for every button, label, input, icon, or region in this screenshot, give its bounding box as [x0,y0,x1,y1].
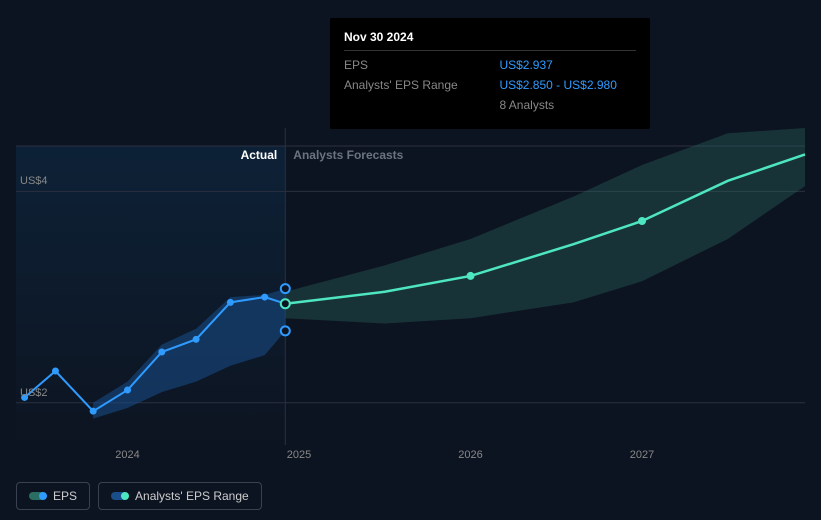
legend-swatch [29,492,45,500]
legend-swatch [111,492,127,500]
tooltip-analyst-count: 8 Analysts [499,95,636,115]
tooltip-date: Nov 30 2024 [344,28,636,51]
legend-label: EPS [53,489,77,503]
x-axis-tick: 2025 [287,449,311,461]
tooltip-row-value: US$2.850 - US$2.980 [499,75,636,95]
legend-label: Analysts' EPS Range [135,489,249,503]
section-label-forecast: Analysts Forecasts [293,148,403,162]
x-axis-tick: 2024 [115,449,139,461]
y-axis-tick: US$4 [20,175,48,187]
tooltip-row-value: US$2.937 [499,55,636,75]
x-axis-tick: 2027 [630,449,654,461]
legend-item[interactable]: EPS [16,482,90,510]
section-label-actual: Actual [205,148,277,162]
chart-tooltip: Nov 30 2024 EPSUS$2.937Analysts' EPS Ran… [330,18,650,129]
y-axis-tick: US$2 [20,387,48,399]
tooltip-row-label: EPS [344,55,499,75]
tooltip-row-label: Analysts' EPS Range [344,75,499,95]
legend-item[interactable]: Analysts' EPS Range [98,482,262,510]
eps-forecast-chart: Nov 30 2024 EPSUS$2.937Analysts' EPS Ran… [0,0,821,520]
x-axis-tick: 2026 [458,449,482,461]
chart-legend: EPS Analysts' EPS Range [16,482,262,510]
